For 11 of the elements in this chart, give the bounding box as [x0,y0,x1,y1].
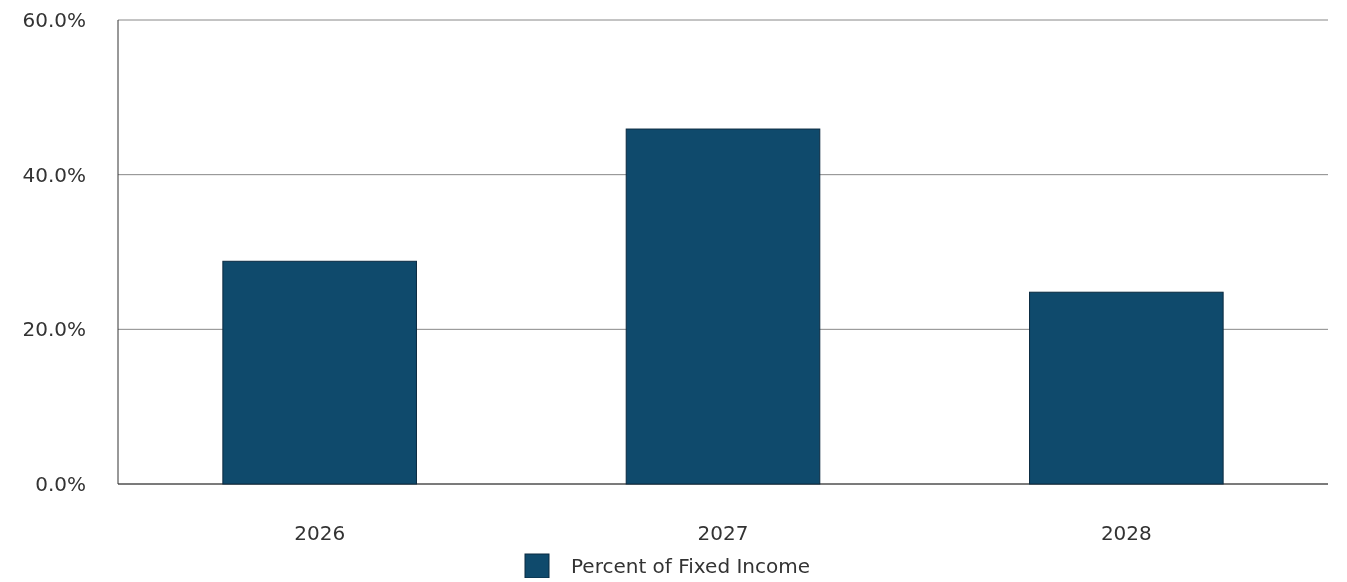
y-tick-label: 20.0% [22,317,86,342]
bar [222,260,417,485]
y-tick-label: 60.0% [22,8,86,32]
x-tick-label: 2026 [294,521,346,545]
bar [625,128,821,485]
legend-label: Percent of Fixed Income [571,554,811,578]
y-tick-label: 0.0% [35,472,86,496]
x-tick-label: 2028 [1100,521,1152,545]
y-tick-label: 40.0% [22,162,86,187]
bar [1029,291,1224,485]
x-tick-label: 2027 [697,521,749,545]
